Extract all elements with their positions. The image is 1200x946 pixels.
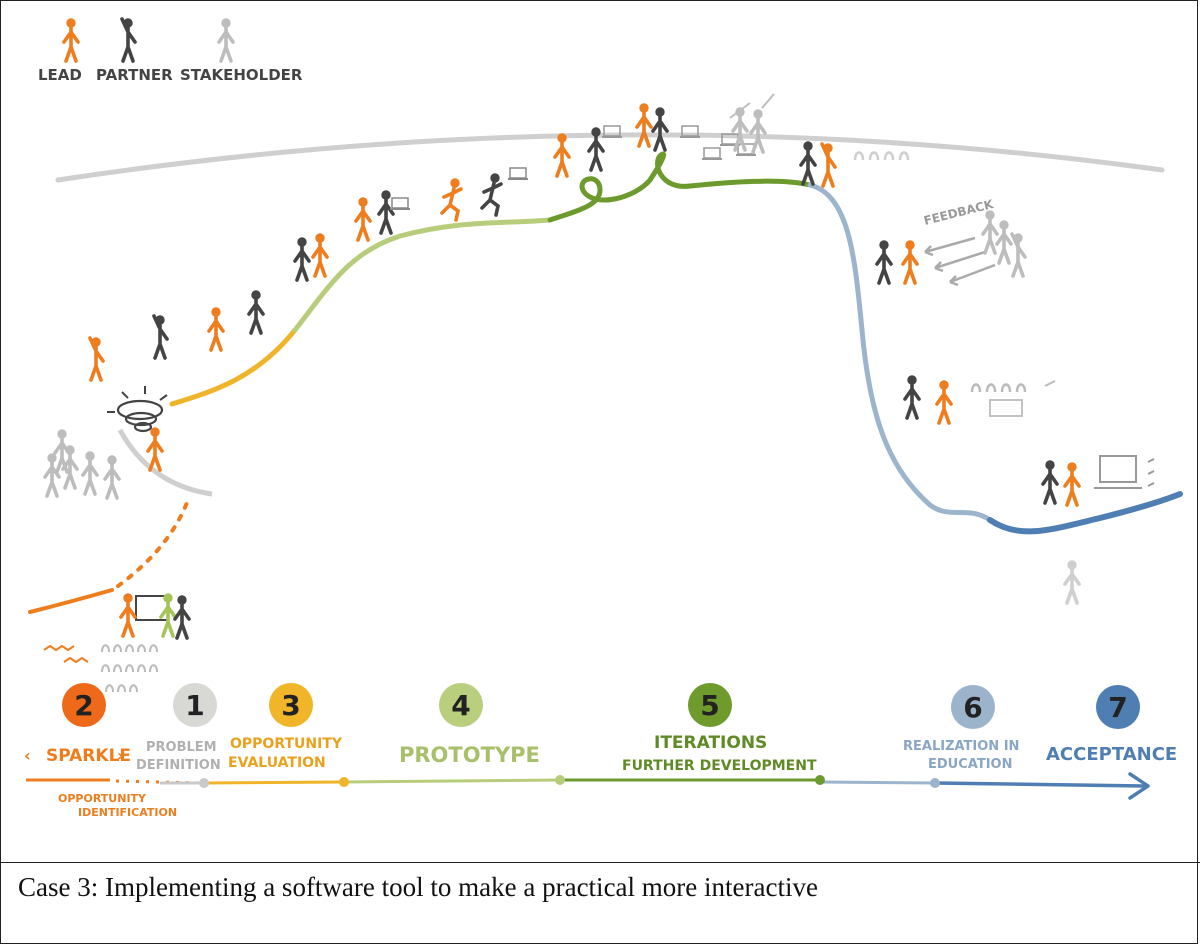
stage-label-prototype: PROTOTYPE bbox=[399, 743, 540, 767]
stage-badge-acceptance bbox=[1096, 685, 1140, 729]
partner-figure-icon bbox=[120, 16, 137, 63]
stage-number-evaluation: 3 bbox=[281, 689, 300, 722]
timeline-node bbox=[199, 778, 209, 788]
lead-figure-icon bbox=[119, 591, 137, 638]
partner-figure-icon bbox=[651, 106, 669, 152]
lead-figure-icon bbox=[935, 378, 953, 425]
partner-figure-icon bbox=[903, 373, 921, 420]
running-lead-icon bbox=[440, 177, 463, 222]
stage-badge-iterations bbox=[688, 683, 732, 727]
lead-figure-icon bbox=[311, 232, 329, 278]
scribble-crowd bbox=[43, 644, 158, 693]
audience-row-top bbox=[853, 151, 910, 161]
stakeholder-crowd bbox=[43, 427, 121, 500]
lead-figure-icon bbox=[146, 425, 164, 472]
stage-badge-prototype bbox=[439, 683, 483, 727]
curve-segment-realization bbox=[807, 182, 993, 523]
legend: LEAD PARTNER STAKEHOLDER bbox=[38, 16, 303, 84]
curve-segment-prototype bbox=[292, 217, 553, 333]
partner-figure-icon bbox=[173, 593, 191, 640]
lead-figure-icon bbox=[553, 132, 571, 178]
stage-badge-sparkle bbox=[62, 683, 106, 727]
sparkle-trail-dotted bbox=[116, 498, 190, 588]
stage-badge-realization bbox=[951, 685, 995, 729]
sparkle-marks: › bbox=[117, 746, 124, 765]
timeline-prototype bbox=[343, 778, 561, 784]
stage-label-evaluation-line2: EVALUATION bbox=[228, 755, 326, 771]
legend-label-partner: PARTNER bbox=[96, 66, 173, 84]
legend-label-lead: LEAD bbox=[38, 66, 82, 84]
lead-figure-icon bbox=[207, 305, 225, 352]
stakeholder-figure-icon bbox=[217, 16, 235, 63]
stage-number-sparkle: 2 bbox=[74, 689, 93, 722]
stage-label-problem-line1: PROBLEM bbox=[146, 740, 217, 755]
feedback-label: FEEDBACK bbox=[922, 197, 995, 228]
lead-figure-icon bbox=[635, 102, 653, 148]
partner-figure-icon bbox=[875, 239, 893, 285]
partner-figure-icon bbox=[247, 288, 265, 335]
legend-label-stakeholder: STAKEHOLDER bbox=[180, 66, 303, 84]
stage-number-realization: 6 bbox=[963, 691, 982, 724]
lead-figure-icon bbox=[88, 335, 105, 382]
laptop-icon bbox=[507, 167, 529, 180]
stage-number-iterations: 5 bbox=[700, 689, 719, 722]
timeline-acceptance bbox=[934, 781, 1147, 788]
stage-badge-evaluation bbox=[269, 683, 313, 727]
stage-label-iterations-line1: ITERATIONS bbox=[654, 733, 767, 753]
stage-label-problem-line2: DEFINITION bbox=[136, 758, 221, 773]
stage-badge-problem bbox=[173, 683, 217, 727]
caption-divider bbox=[0, 862, 1200, 863]
running-partner-icon bbox=[480, 172, 503, 217]
timeline-node bbox=[339, 777, 349, 787]
timeline-node bbox=[555, 775, 565, 785]
curve-segment-iterations bbox=[547, 151, 813, 223]
curve-segment-opportunity bbox=[169, 327, 298, 407]
laptop-icon bbox=[389, 197, 411, 210]
partner-figure-icon bbox=[799, 140, 817, 186]
partner-figure-icon bbox=[152, 313, 169, 360]
opportunity-identification-line1: OPPORTUNITY bbox=[58, 792, 147, 805]
stakeholder-figure-icon bbox=[1063, 558, 1081, 605]
audience-row-education bbox=[970, 380, 1056, 417]
curve-segment-acceptance bbox=[987, 491, 1183, 535]
opportunity-identification-line2: IDENTIFICATION bbox=[78, 806, 177, 819]
timeline-realization bbox=[819, 780, 936, 785]
stage-label-realization-line1: REALIZATION IN bbox=[903, 739, 1019, 754]
stage-badges: 2 1 3 4 5 6 7 bbox=[62, 683, 1140, 729]
lead-figure-icon bbox=[354, 196, 372, 242]
stage-label-sparkle: SPARKLE bbox=[46, 746, 131, 766]
journey-diagram: LEAD PARTNER STAKEHOLDER bbox=[24, 16, 1183, 819]
lead-figure-icon bbox=[1063, 460, 1081, 507]
stage-labels: SPARKLE ‹ › PROBLEM DEFINITION OPPORTUNI… bbox=[24, 733, 1177, 819]
timeline-arrowhead-icon bbox=[1128, 772, 1150, 800]
lead-figure-icon bbox=[820, 142, 837, 188]
partner-figure-icon bbox=[293, 236, 311, 282]
stage-label-realization-line2: EDUCATION bbox=[928, 757, 1012, 772]
stage-number-acceptance: 7 bbox=[1108, 691, 1127, 724]
large-laptop-icon bbox=[1094, 455, 1155, 489]
stage-number-prototype: 4 bbox=[451, 689, 470, 722]
timeline bbox=[26, 772, 1150, 800]
stage-label-iterations-line2: FURTHER DEVELOPMENT bbox=[622, 758, 817, 774]
partner-figure-icon bbox=[159, 591, 177, 638]
partner-figure-icon bbox=[377, 189, 395, 235]
sparkle-trail-solid bbox=[28, 588, 114, 614]
timeline-node bbox=[930, 778, 940, 788]
partner-figure-icon bbox=[1041, 458, 1059, 505]
lead-figure-icon bbox=[901, 239, 919, 285]
feedback-arrows bbox=[924, 236, 996, 287]
idea-funnel-icon bbox=[107, 386, 213, 497]
lead-figure-icon bbox=[62, 16, 80, 63]
timeline-evaluation bbox=[203, 780, 345, 785]
stakeholder-group-top bbox=[729, 93, 775, 154]
timeline-node bbox=[815, 775, 825, 785]
figure-caption: Case 3: Implementing a software tool to … bbox=[18, 872, 818, 902]
horizon-arc bbox=[55, 132, 1165, 183]
stage-label-acceptance: ACCEPTANCE bbox=[1046, 744, 1177, 765]
stage-label-evaluation-line1: OPPORTUNITY bbox=[230, 736, 343, 752]
stage-number-problem: 1 bbox=[185, 689, 204, 722]
sparkle-marks: ‹ bbox=[24, 746, 31, 765]
